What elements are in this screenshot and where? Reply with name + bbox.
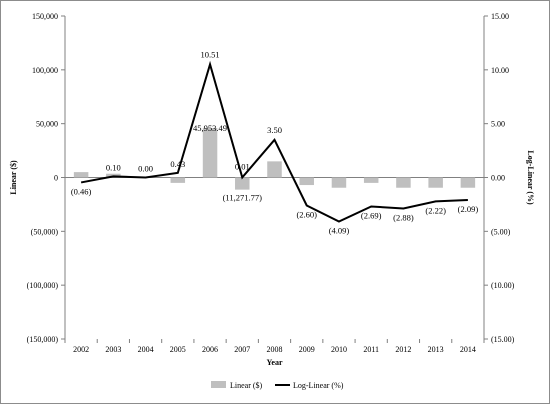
bar-2002 — [73, 172, 89, 178]
line-data-label: (2.69) — [361, 210, 382, 220]
left-tick-label: 50,000 — [36, 120, 58, 129]
bar-2010 — [331, 177, 347, 188]
bar-2013 — [428, 177, 443, 188]
left-tick-label: 100,000 — [32, 66, 58, 75]
line-data-label: 0.43 — [170, 159, 185, 169]
legend-line-label: Log-Linear (%) — [293, 381, 344, 390]
x-tick-label: 2013 — [428, 345, 444, 354]
legend-bar-label: Linear ($) — [230, 381, 263, 390]
bar-2008 — [267, 161, 282, 178]
bar-2009 — [299, 177, 314, 186]
line-data-label: 0.10 — [106, 162, 121, 172]
left-tick-label: (100,000) — [27, 281, 59, 290]
x-tick-label: 2008 — [267, 345, 283, 354]
x-tick-label: 2005 — [170, 345, 186, 354]
right-tick-label: 0.00 — [491, 174, 505, 183]
line-data-label: (0.46) — [71, 186, 92, 196]
left-tick-label: (150,000) — [27, 335, 59, 344]
bar-2014 — [460, 177, 476, 188]
line-data-label: (2.22) — [425, 205, 446, 215]
x-tick-label: 2002 — [73, 345, 89, 354]
bar-2007 — [235, 177, 250, 190]
bar-data-label: 45,953.49 — [193, 123, 227, 133]
x-tick-label: 2012 — [395, 345, 411, 354]
x-tick-label: 2003 — [105, 345, 121, 354]
x-tick-label: 2014 — [460, 345, 476, 354]
line-data-label: 0.00 — [138, 164, 153, 174]
x-tick-label: 2006 — [202, 345, 218, 354]
left-tick-label: 150,000 — [32, 12, 58, 21]
bar-2006 — [202, 128, 218, 178]
left-tick-label: (50,000) — [31, 227, 59, 236]
right-tick-label: (5.00) — [491, 227, 511, 236]
right-tick-label: 10.00 — [491, 66, 509, 75]
right-tick-label: 5.00 — [491, 120, 505, 129]
line-data-label: (4.09) — [329, 226, 350, 236]
bar-2005 — [170, 177, 186, 183]
bar-data-label: (11,271.77) — [223, 193, 263, 203]
x-tick-label: 2011 — [363, 345, 379, 354]
right-tick-label: (10.00) — [491, 281, 515, 290]
left-axis-title: Linear ($) — [9, 160, 18, 195]
line-data-label: 0.01 — [235, 161, 250, 171]
right-tick-label: 15.00 — [491, 12, 509, 21]
line-data-label: 3.50 — [267, 125, 282, 135]
line-data-label: (2.60) — [296, 209, 317, 219]
x-tick-label: 2004 — [138, 345, 154, 354]
x-tick-label: 2007 — [234, 345, 250, 354]
right-tick-label: (15.00) — [491, 335, 515, 344]
log-linear-line — [80, 60, 468, 223]
bar-2011 — [363, 177, 379, 183]
x-axis-title: Year — [267, 358, 283, 367]
left-tick-label: 0 — [54, 174, 58, 183]
line-data-label: (2.09) — [458, 204, 479, 214]
legend-bar-swatch — [211, 381, 226, 388]
right-axis-title: Log-Linear (%) — [526, 150, 535, 205]
x-tick-label: 2010 — [331, 345, 347, 354]
x-tick-label: 2009 — [299, 345, 315, 354]
line-data-label: (2.88) — [393, 213, 414, 223]
line-data-label: 10.51 — [200, 49, 219, 59]
bar-2012 — [396, 177, 411, 188]
